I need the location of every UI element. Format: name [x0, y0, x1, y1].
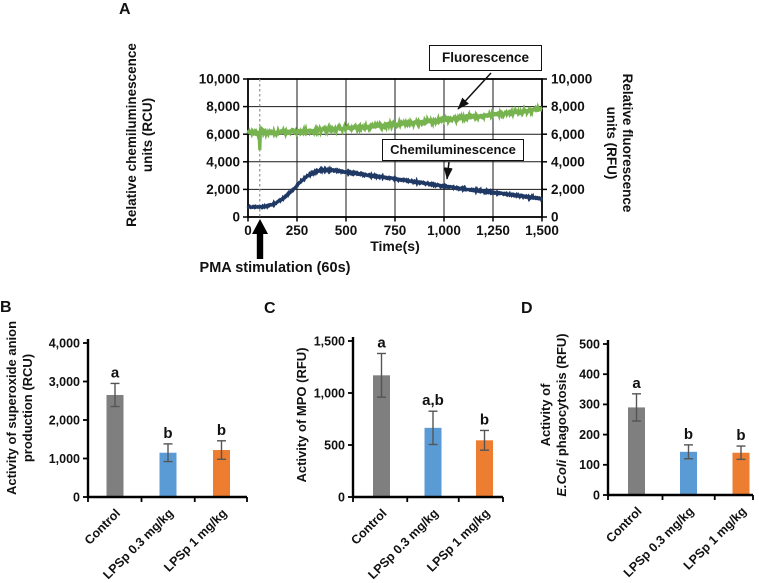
error-bar	[163, 443, 173, 463]
y-tick-label: 300	[579, 398, 600, 412]
panel-d-y-axis-title-line2-rest: phagocytosis (RFU)	[554, 333, 569, 460]
bar-lpsp-1-mg-kg	[476, 440, 493, 497]
bar-control	[628, 407, 645, 495]
bar-control	[106, 394, 124, 497]
error-bar	[377, 352, 386, 398]
fluorescence-line	[246, 102, 543, 151]
panel-a-x-tick-label: 1,250	[476, 223, 510, 238]
panel-a-right-tick-label: 10,000	[551, 72, 592, 87]
panel-d-y-axis-title-line2: E.Coli phagocytosis (RFU)	[554, 305, 570, 525]
y-tick-label: 1,500	[314, 334, 345, 348]
panel-a-right-axis-title: Relative fluorescence units (RFU)	[603, 33, 635, 253]
panel-a-right-tick-label: 0	[551, 210, 559, 225]
error-bar	[110, 382, 120, 408]
panel-a-x-tick-label: 500	[335, 223, 358, 238]
error-bar	[217, 440, 226, 460]
y-tick-label: 100	[579, 458, 600, 472]
panel-a-right-tick-label: 4,000	[551, 154, 585, 169]
y-tick-label: 1,000	[49, 452, 80, 466]
panel-a-x-tick-label: 1,500	[525, 223, 559, 238]
error-bar	[480, 429, 489, 451]
panel-b-y-axis-title-line2: production (RCU)	[20, 353, 35, 463]
category-label: Control	[348, 506, 389, 547]
panel-a-x-tick-label: 250	[286, 223, 309, 238]
significance-label: b	[163, 425, 172, 442]
panel-a-left-tick-label: 0	[232, 210, 240, 225]
panel-a-left-tick-label: 6,000	[206, 127, 240, 142]
panel-a-left-axis-title-line1: Relative chemiluminescence	[124, 43, 139, 227]
error-bar	[684, 444, 693, 460]
y-tick-label: 500	[324, 438, 345, 452]
fluorescence-pointer-arrow	[457, 72, 492, 110]
panel-a-x-tick-label: 0	[244, 223, 252, 238]
ecoli-italic: E.Coli	[554, 459, 569, 497]
y-tick-label: 0	[593, 488, 600, 502]
panel-a-left-tick-label: 10,000	[199, 72, 240, 87]
y-tick-label: 1,000	[314, 386, 345, 400]
y-tick-label: 4,000	[49, 336, 80, 350]
panel-b-y-axis-title: Activity of superoxide anion production …	[4, 298, 36, 518]
panel-a-x-tick-label: 1,000	[427, 223, 461, 238]
y-tick-label: 400	[579, 368, 600, 382]
error-bar	[736, 445, 746, 461]
significance-label: b	[480, 411, 489, 428]
bar-control	[373, 375, 390, 497]
panel-a-left-axis-title-line2: units (RCU)	[140, 97, 155, 173]
chemiluminescence-line	[246, 165, 543, 210]
panel-b-letter: B	[0, 299, 12, 316]
panel-a-left-tick-label: 8,000	[206, 99, 240, 114]
panel-a-x-axis-title: Time(s)	[370, 238, 420, 254]
error-bar	[632, 393, 641, 422]
y-tick-label: 3,000	[49, 375, 80, 389]
panel-a-left-axis-title: Relative chemiluminescence units (RCU)	[124, 25, 156, 245]
significance-label: a	[377, 334, 386, 351]
pma-stimulation-annotation: PMA stimulation (60s)	[199, 260, 351, 276]
panel-a-right-tick-label: 8,000	[551, 99, 585, 114]
y-tick-label: 0	[338, 490, 345, 504]
bar-lpsp-0-3-mg-kg	[680, 451, 697, 495]
category-label: Control	[82, 506, 123, 547]
error-bar	[428, 410, 438, 446]
y-tick-label: 500	[579, 337, 600, 351]
significance-label: a	[111, 364, 120, 381]
chemiluminescence-legend-box: Chemiluminescence	[382, 139, 524, 161]
fluorescence-legend-box: Fluorescence	[429, 45, 542, 71]
y-tick-label: 200	[579, 428, 600, 442]
panel-d-y-axis-title: Activity of E.Coli phagocytosis (RFU)	[538, 305, 570, 525]
panel-a-right-tick-label: 2,000	[551, 182, 585, 197]
panel-a-right-axis-title-line1: Relative fluorescence	[620, 73, 635, 213]
pma-arrow-icon	[252, 219, 268, 234]
y-tick-label: 0	[73, 490, 80, 504]
bar-lpsp-1-mg-kg	[732, 452, 750, 495]
panel-d-y-axis-title-line1: Activity of	[538, 383, 553, 447]
significance-label: b	[217, 422, 226, 439]
panel-c-letter: C	[264, 300, 276, 317]
panel-b-y-axis-title-line1: Activity of superoxide anion	[4, 320, 19, 496]
chemiluminescence-pointer-arrow	[443, 161, 453, 180]
pma-arrow-shaft	[256, 232, 264, 259]
significance-label: a,b	[422, 392, 444, 409]
significance-label: b	[736, 427, 745, 444]
significance-label: a	[632, 375, 641, 392]
panel-d-letter: D	[521, 300, 533, 317]
panel-a-left-tick-label: 2,000	[206, 182, 240, 197]
category-label: Control	[603, 504, 644, 545]
panel-a-letter: A	[119, 1, 131, 18]
bar-lpsp-1-mg-kg	[213, 450, 230, 497]
panel-a-right-tick-label: 6,000	[551, 127, 585, 142]
panel-a-right-axis-title-line2: units (RFU)	[604, 106, 619, 180]
bar-lpsp-0-3-mg-kg	[159, 452, 177, 497]
panel-a-x-tick-label: 750	[384, 223, 407, 238]
panel-c-y-axis-title-line1: Activity of MPO (RFU)	[294, 347, 309, 483]
panel-c-y-axis-title: Activity of MPO (RFU)	[294, 315, 310, 515]
y-tick-label: 2,000	[49, 413, 80, 427]
panel-a-left-tick-label: 4,000	[206, 154, 240, 169]
significance-label: b	[684, 426, 693, 443]
